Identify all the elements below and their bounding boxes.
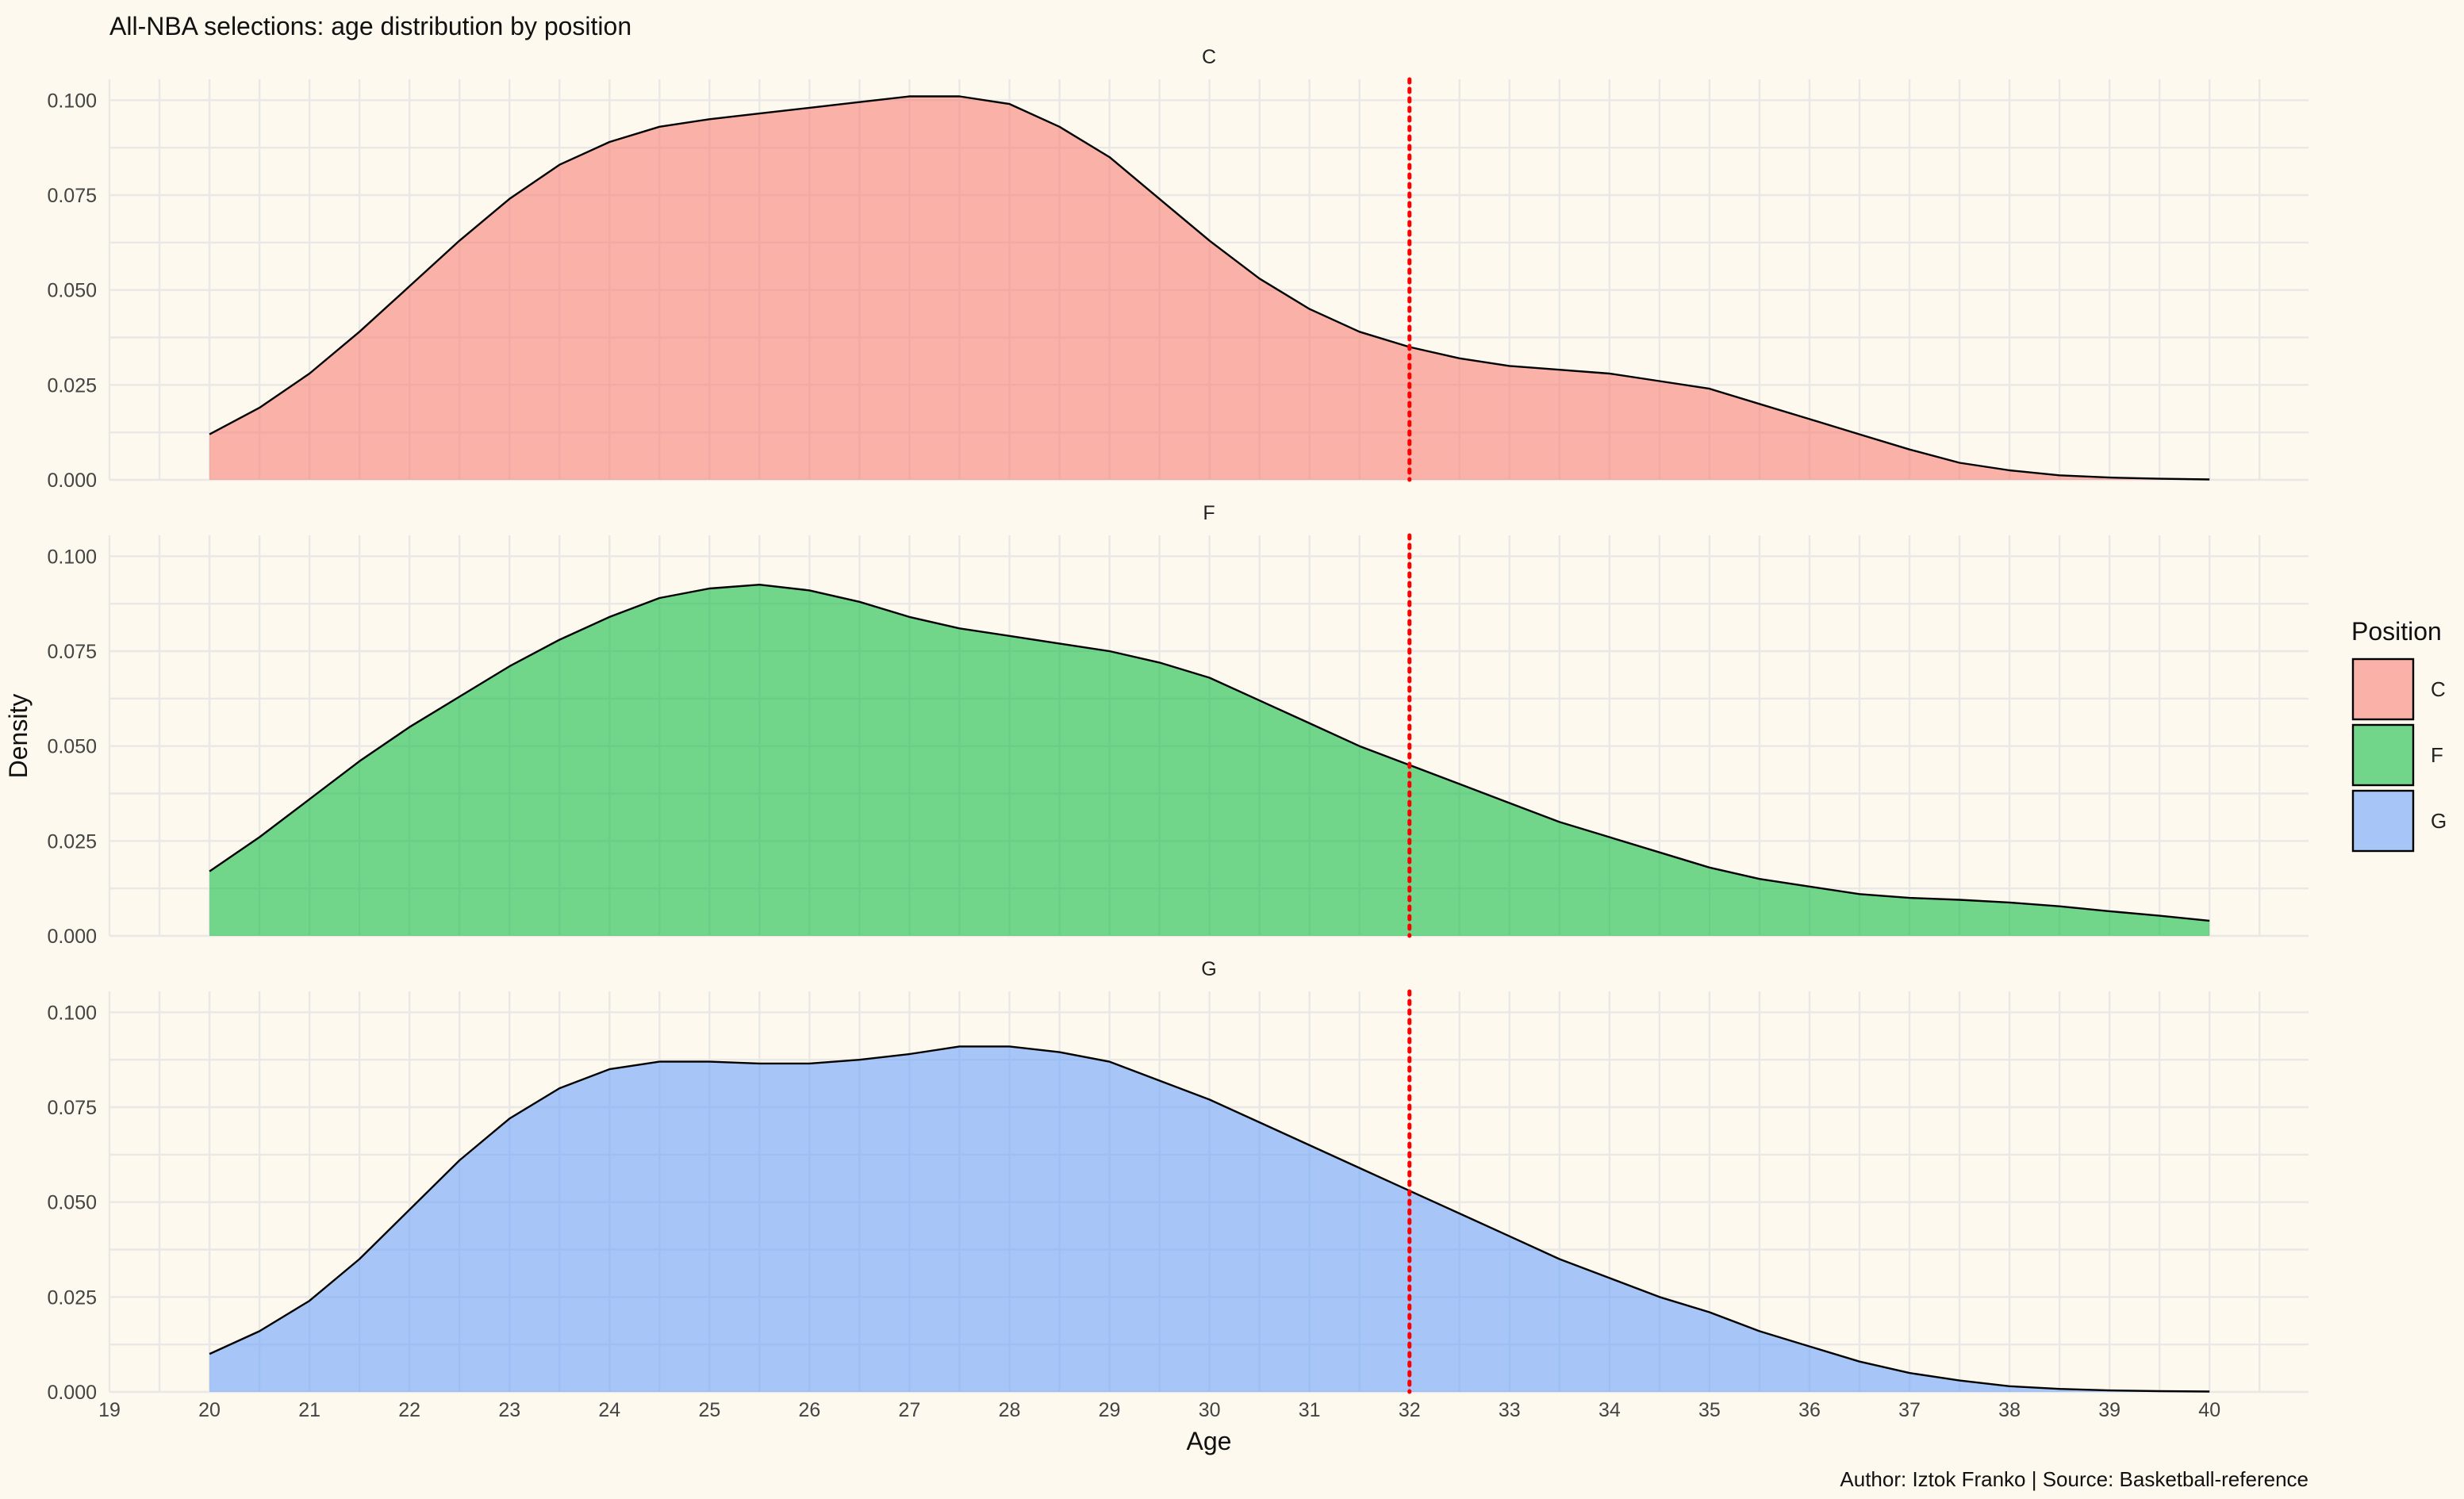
legend-swatch-f (2351, 723, 2415, 787)
legend-title: Position (2351, 617, 2442, 646)
x-tick-label: 23 (498, 1399, 520, 1421)
x-tick-label: 25 (698, 1399, 720, 1421)
x-tick-label: 35 (1698, 1399, 1721, 1421)
y-tick-label: 0.100 (47, 90, 97, 112)
y-tick-label: 0.075 (47, 641, 97, 663)
x-tick-label: 19 (98, 1399, 121, 1421)
x-tick-label: 39 (2098, 1399, 2120, 1421)
x-tick-label: 40 (2198, 1399, 2220, 1421)
facet-label-c: C (1202, 46, 1216, 68)
y-tick-label: 0.100 (47, 1002, 97, 1024)
y-tick-label: 0.025 (47, 1286, 97, 1309)
y-tick-label: 0.075 (47, 1097, 97, 1119)
x-tick-label: 20 (198, 1399, 221, 1421)
density-line-f (209, 584, 2210, 922)
x-tick-label: 37 (1898, 1399, 1921, 1421)
density-area-f (209, 585, 2210, 936)
x-tick-label: 31 (1299, 1399, 1321, 1421)
y-tick-label: 0.050 (47, 280, 97, 302)
legend-swatch-g (2351, 789, 2415, 853)
y-tick-label: 0.000 (47, 1382, 97, 1404)
x-tick-label: 32 (1399, 1399, 1421, 1421)
density-line-g (209, 1045, 2210, 1393)
x-tick-label: 33 (1499, 1399, 1521, 1421)
facet-label-g: G (1201, 958, 1216, 980)
legend: Position C F G (2351, 617, 2447, 853)
legend-label-g: G (2431, 809, 2447, 833)
x-tick-label: 29 (1099, 1399, 1121, 1421)
chart-title: All-NBA selections: age distribution by … (109, 12, 631, 40)
y-axis-title: Density (4, 694, 33, 779)
x-tick-label: 22 (398, 1399, 420, 1421)
y-tick-label: 0.025 (47, 374, 97, 397)
x-tick-label: 38 (1998, 1399, 2021, 1421)
density-area-g (209, 1046, 2210, 1392)
y-tick-label: 0.000 (47, 926, 97, 948)
caption: Author: Iztok Franko | Source: Basketbal… (1840, 1467, 2309, 1491)
x-tick-label: 36 (1798, 1399, 1821, 1421)
panel-g: 0.000 0.025 0.050 0.075 0.100 G (47, 958, 2309, 1404)
x-tick-label: 27 (899, 1399, 921, 1421)
y-tick-label: 0.000 (47, 470, 97, 492)
x-tick-label: 28 (999, 1399, 1021, 1421)
y-tick-label: 0.100 (47, 546, 97, 568)
panel-f: 0.000 0.025 0.050 0.075 0.100 F (47, 502, 2309, 948)
facet-label-f: F (1203, 502, 1215, 524)
y-tick-label: 0.075 (47, 185, 97, 207)
y-tick-label: 0.050 (47, 1192, 97, 1214)
x-tick-label: 21 (298, 1399, 320, 1421)
density-line-c (209, 95, 2210, 481)
legend-label-c: C (2431, 677, 2446, 701)
panel-c: 0.000 0.025 0.050 0.075 0.100 C (47, 46, 2309, 492)
x-tick-label: 30 (1199, 1399, 1221, 1421)
x-tick-label: 24 (598, 1399, 620, 1421)
density-area-c (209, 96, 2210, 480)
x-tick-label: 26 (798, 1399, 820, 1421)
y-tick-label: 0.025 (47, 830, 97, 853)
legend-label-f: F (2431, 743, 2443, 767)
x-axis-title: Age (1187, 1427, 1232, 1455)
x-tick-label: 34 (1599, 1399, 1621, 1421)
y-tick-label: 0.050 (47, 736, 97, 758)
legend-swatch-c (2351, 657, 2415, 721)
